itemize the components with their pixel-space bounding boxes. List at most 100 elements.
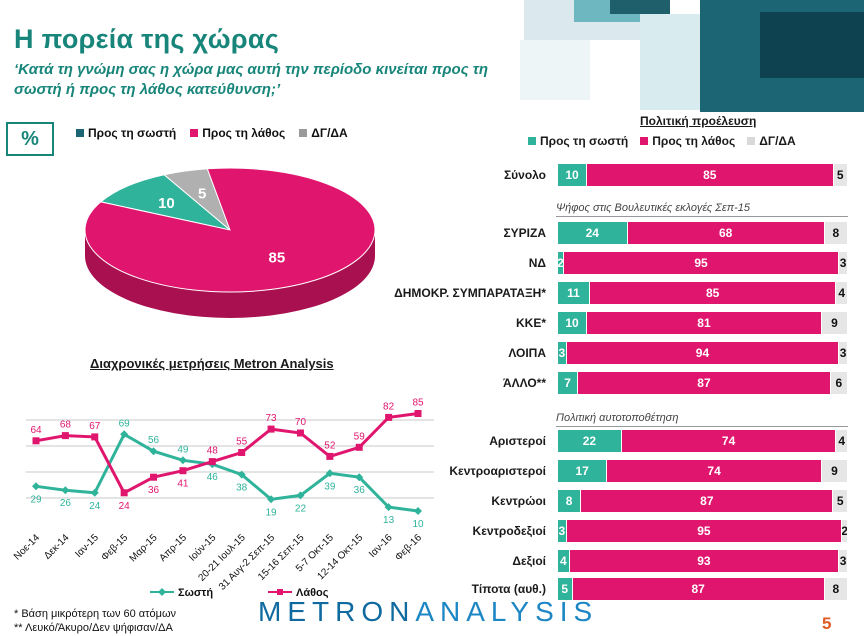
data-point [414, 507, 422, 515]
bar-segment: 68 [627, 222, 825, 244]
bar-segment: 5 [833, 490, 848, 512]
data-point [61, 432, 69, 440]
unit-label: % [6, 122, 54, 156]
data-label: 22 [295, 503, 307, 514]
bar-segment: 81 [587, 312, 822, 334]
stacked-bar: 7 87 6 [558, 372, 848, 394]
stacked-bar: 10 85 5 [558, 164, 848, 186]
data-label: 64 [30, 425, 42, 436]
stacked-bar: 3 94 3 [558, 342, 848, 364]
series-line [35, 412, 419, 495]
data-label: 67 [89, 421, 101, 432]
data-label: 73 [266, 413, 278, 424]
bar-segment: 94 [566, 342, 840, 364]
pie-legend-label: Προς τη σωστή [88, 126, 177, 140]
right-legend-label: Προς τη σωστή [540, 134, 629, 148]
decor-tile [520, 40, 590, 100]
x-tick-label: Δεκ-14 [42, 532, 72, 562]
bar-segment: 2 [842, 520, 848, 542]
bar-segment: 3 [839, 550, 848, 572]
bar-segment: 17 [558, 460, 608, 482]
trend-title: Διαχρονικές μετρήσεις Metron Analysis [90, 356, 334, 371]
data-point [326, 452, 334, 460]
right-legend-label: Προς τη λάθος [652, 134, 736, 148]
x-tick-label: Απρ-15 [157, 532, 189, 564]
pie-legend-label: Προς τη λάθος [202, 126, 286, 140]
footnote-2: ** Λευκό/Άκυρο/Δεν ψήφισαν/ΔΑ [14, 622, 173, 634]
data-label: 49 [177, 444, 189, 455]
data-point [237, 470, 246, 479]
page-subtitle: ‘Κατά τη γνώμη σας η χώρα μας αυτή την π… [14, 61, 489, 98]
data-point [150, 473, 158, 481]
bar-segment: 4 [558, 550, 570, 572]
bar-segment: 3 [839, 342, 848, 364]
data-label: 41 [177, 479, 189, 490]
bar-category-label: ΝΔ [528, 256, 546, 270]
data-point [238, 449, 246, 456]
trend-chart: 29 26 24 69 56 49 46 38 19 22 39 36 13 10 64 68 67 24 36 41… [12, 398, 434, 599]
stacked-bar: 22 74 4 [558, 430, 848, 452]
bar-segment: 5 [558, 578, 573, 600]
bar-segment: 10 [558, 164, 587, 186]
stacked-bar: 2953 [558, 252, 848, 274]
right-legend-item: Προς τη σωστή [528, 134, 628, 148]
section-divider [556, 216, 848, 217]
data-label: 70 [295, 417, 307, 428]
bar-segment: 74 [607, 460, 822, 482]
data-label: 48 [207, 446, 219, 457]
stacked-bar: 4 93 3 [558, 550, 848, 572]
data-point [296, 429, 304, 437]
bar-segment: 4 [836, 282, 848, 304]
bar-category-label: Αριστεροί [489, 434, 546, 448]
data-label: 26 [60, 498, 72, 509]
bar-segment: 3 [839, 252, 848, 274]
data-label: 19 [266, 507, 278, 518]
pie-legend-item: Προς τη σωστή [76, 126, 176, 140]
legend-swatch [640, 137, 649, 145]
data-point [32, 437, 40, 445]
bar-category-label: Κεντρώοι [491, 494, 546, 508]
bar-category-label: Τίποτα (αυθ.) [471, 582, 546, 596]
data-label: 24 [89, 501, 101, 512]
bar-segment: 8 [558, 490, 582, 512]
decor-tile [760, 12, 864, 78]
legend-label: Σωστή [178, 587, 213, 599]
right-legend-item: ΔΓ/ΔΑ [747, 134, 796, 148]
bar-category-label: Κεντροαριστεροί [449, 464, 546, 478]
legend-swatch [76, 129, 84, 137]
pie-slice-label: 5 [198, 185, 206, 202]
bar-segment: 85 [587, 164, 834, 186]
logo-text-b: ANALYSIS [415, 596, 599, 627]
data-point [179, 467, 187, 475]
logo-text-a: METRON [258, 596, 416, 627]
data-point [296, 491, 305, 500]
bar-category-label: ΆΛΛΟ** [502, 376, 546, 390]
data-label: 29 [30, 494, 42, 505]
bar-segment: 24 [558, 222, 628, 244]
x-tick-label: Μαρ-15 [128, 532, 160, 564]
bar-segment: 8 [824, 578, 848, 600]
stacked-bar: 5 87 8 [558, 578, 848, 600]
data-label: 36 [354, 485, 366, 496]
data-point [208, 458, 216, 466]
legend-label: Λάθος [296, 587, 329, 599]
data-point [325, 469, 334, 478]
bar-segment: 4 [836, 430, 848, 452]
x-tick-label: Φεβ-15 [99, 532, 130, 563]
data-point [32, 482, 40, 491]
series-line [35, 432, 419, 513]
data-label: 38 [236, 483, 248, 494]
right-legend-label: ΔΓ/ΔΑ [759, 134, 796, 148]
data-label: 85 [412, 398, 424, 409]
data-point [90, 488, 99, 497]
pie-legend-label: ΔΓ/ΔΑ [311, 126, 348, 140]
data-label: 56 [148, 435, 160, 446]
bar-segment: 10 [558, 312, 587, 334]
bar-segment: 5 [833, 164, 848, 186]
stacked-bar: 11 85 4 [558, 282, 848, 304]
data-point [385, 413, 393, 421]
data-label: 13 [383, 515, 395, 526]
data-label: 59 [354, 431, 366, 442]
pie-legend-item: Προς τη λάθος [190, 126, 285, 140]
legend-swatch [528, 137, 536, 145]
